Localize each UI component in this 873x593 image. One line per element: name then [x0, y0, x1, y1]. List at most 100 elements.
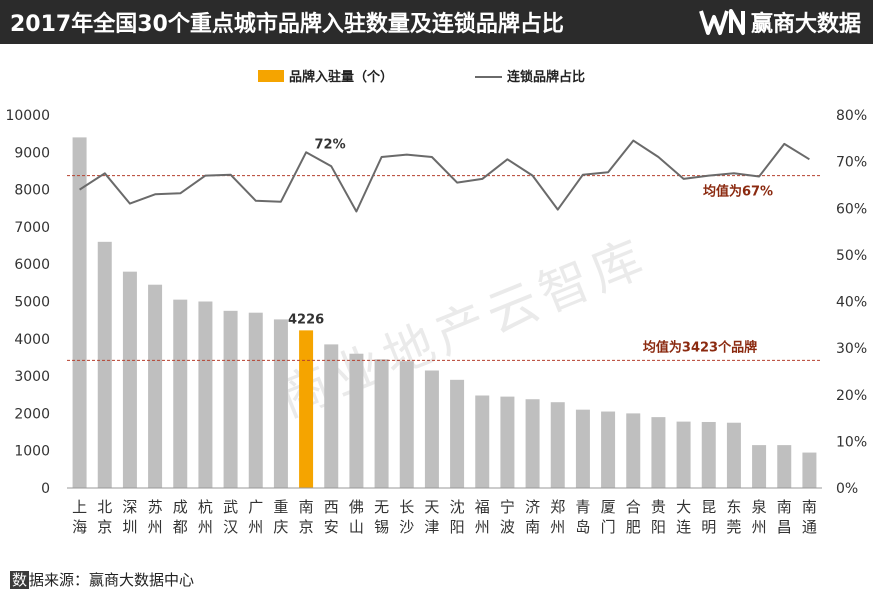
bar — [676, 421, 691, 488]
bar — [72, 137, 87, 488]
y-tick-label: 10000 — [5, 108, 50, 124]
bar — [273, 319, 288, 488]
bar — [424, 370, 439, 488]
brand-name: 赢商大数据 — [750, 12, 861, 37]
x-tick-label: 沙 — [399, 518, 414, 536]
x-tick-label: 杭 — [198, 498, 213, 516]
y-tick-label: 4000 — [14, 332, 50, 348]
bar — [575, 409, 590, 488]
x-tick-label: 庆 — [273, 518, 288, 536]
y-tick-label: 1000 — [14, 444, 50, 460]
x-tick-label: 山 — [349, 518, 364, 536]
header-bar: 2017年全国30个重点城市品牌入驻数量及连锁品牌占比 赢商大数据 — [0, 0, 873, 44]
x-tick-label: 波 — [500, 518, 515, 536]
y2-tick-label: 80% — [836, 108, 867, 124]
data-source-prefix: 数 — [10, 571, 30, 589]
x-tick-label: 贵 — [651, 498, 666, 516]
y-tick-label: 7000 — [14, 220, 50, 236]
x-tick-label: 佛 — [349, 498, 364, 516]
x-tick-label: 州 — [550, 518, 565, 536]
y-tick-label: 9000 — [14, 145, 50, 161]
x-tick-label: 泉 — [752, 498, 767, 516]
y-tick-label: 0 — [41, 481, 50, 497]
x-tick-label: 天 — [424, 498, 439, 516]
bar — [324, 344, 339, 488]
bar — [248, 312, 263, 488]
avg-line-label: 均值为67% — [703, 184, 773, 200]
x-tick-label: 州 — [752, 518, 767, 536]
x-tick-label: 安 — [324, 518, 339, 536]
x-tick-label: 州 — [198, 518, 213, 536]
y2-tick-label: 20% — [836, 388, 867, 404]
x-tick-label: 阳 — [651, 518, 666, 536]
chart-title: 2017年全国30个重点城市品牌入驻数量及连锁品牌占比 — [10, 12, 564, 37]
y2-tick-label: 50% — [836, 248, 867, 264]
y-tick-label: 8000 — [14, 183, 50, 199]
x-tick-label: 大 — [676, 498, 691, 516]
x-tick-label: 东 — [726, 498, 741, 516]
x-tick-label: 郑 — [550, 498, 565, 516]
bar — [777, 445, 792, 488]
line-annotation: 72% — [315, 137, 346, 152]
x-tick-label: 京 — [97, 518, 112, 536]
x-tick-label: 合 — [626, 498, 641, 516]
legend-bar-swatch — [258, 70, 284, 82]
x-tick-label: 岛 — [575, 518, 590, 536]
bar — [802, 452, 817, 488]
x-tick-label: 深 — [122, 498, 137, 516]
x-tick-label: 昆 — [701, 498, 716, 516]
bar — [374, 359, 389, 488]
bar — [701, 421, 716, 488]
data-source: 数据来源：赢商大数据中心 — [10, 569, 194, 590]
x-tick-label: 成 — [173, 498, 188, 516]
x-tick-label: 京 — [299, 518, 314, 536]
x-tick-label: 广 — [248, 498, 263, 516]
x-tick-label: 武 — [223, 498, 238, 516]
x-tick-label: 上 — [72, 498, 87, 516]
x-tick-label: 海 — [72, 518, 87, 536]
x-tick-label: 南 — [777, 498, 792, 516]
y-tick-label: 5000 — [14, 295, 50, 311]
x-tick-label: 州 — [475, 518, 490, 536]
brand: 赢商大数据 — [699, 6, 861, 38]
y2-tick-label: 60% — [836, 201, 867, 217]
bar — [173, 299, 188, 488]
x-tick-label: 州 — [248, 518, 263, 536]
y2-tick-label: 30% — [836, 341, 867, 357]
bar — [500, 396, 515, 488]
bar — [626, 413, 641, 488]
x-tick-label: 重 — [273, 498, 288, 516]
bar — [525, 399, 540, 488]
y2-tick-label: 40% — [836, 295, 867, 311]
x-tick-label: 锡 — [374, 518, 389, 536]
x-tick-label: 汉 — [223, 518, 238, 536]
bar — [349, 353, 364, 488]
x-tick-label: 苏 — [148, 498, 163, 516]
y-tick-label: 3000 — [14, 369, 50, 385]
x-tick-label: 肥 — [626, 518, 641, 536]
bar — [223, 310, 238, 488]
y2-tick-label: 0% — [836, 481, 858, 497]
x-tick-label: 南 — [299, 498, 314, 516]
x-tick-label: 南 — [525, 518, 540, 536]
x-tick-label: 阳 — [450, 518, 465, 536]
bar — [550, 402, 565, 488]
y-tick-label: 6000 — [14, 257, 50, 273]
x-tick-label: 北 — [97, 498, 112, 516]
x-tick-label: 沈 — [450, 498, 465, 516]
x-tick-label: 明 — [701, 518, 716, 536]
x-tick-label: 西 — [324, 498, 339, 516]
x-tick-label: 通 — [802, 518, 817, 536]
bar — [299, 330, 314, 488]
bar — [399, 361, 414, 488]
x-tick-label: 门 — [601, 518, 616, 536]
bar — [601, 411, 616, 488]
line-series — [79, 139, 810, 213]
x-tick-label: 宁 — [500, 498, 515, 516]
x-tick-label: 南 — [802, 498, 817, 516]
bar — [148, 284, 163, 488]
x-tick-label: 济 — [525, 498, 540, 516]
x-tick-label: 长 — [399, 498, 414, 516]
legend-bar-label: 品牌入驻量（个） — [289, 69, 393, 85]
